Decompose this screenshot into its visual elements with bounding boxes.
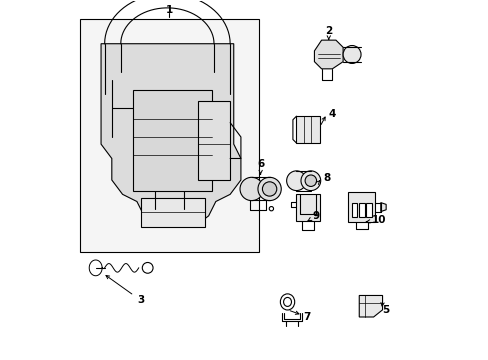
Bar [296, 116, 319, 143]
Polygon shape [359, 296, 382, 317]
Text: 6: 6 [257, 159, 264, 175]
Bar [133, 90, 212, 191]
Text: 8: 8 [323, 173, 330, 183]
Text: 1: 1 [165, 5, 172, 15]
Ellipse shape [269, 207, 273, 211]
Ellipse shape [343, 45, 360, 63]
Ellipse shape [240, 177, 263, 201]
Bar [366, 203, 371, 217]
Bar [348, 192, 375, 222]
Ellipse shape [262, 182, 276, 196]
Bar [198, 101, 230, 180]
Ellipse shape [305, 175, 316, 186]
Ellipse shape [301, 171, 320, 190]
Bar [296, 194, 319, 221]
Text: 4: 4 [328, 109, 335, 119]
Polygon shape [314, 40, 343, 69]
Bar [80, 19, 258, 252]
Bar [140, 198, 204, 226]
Ellipse shape [258, 177, 281, 201]
Text: 10: 10 [366, 215, 386, 225]
Bar [351, 203, 357, 217]
Polygon shape [380, 203, 386, 212]
Text: 3: 3 [106, 275, 144, 305]
Text: 9: 9 [307, 211, 319, 221]
Ellipse shape [286, 171, 306, 190]
Text: 2: 2 [325, 26, 332, 39]
Text: 7: 7 [303, 312, 310, 322]
Bar [359, 203, 364, 217]
Text: 5: 5 [382, 305, 389, 315]
Polygon shape [101, 44, 241, 226]
